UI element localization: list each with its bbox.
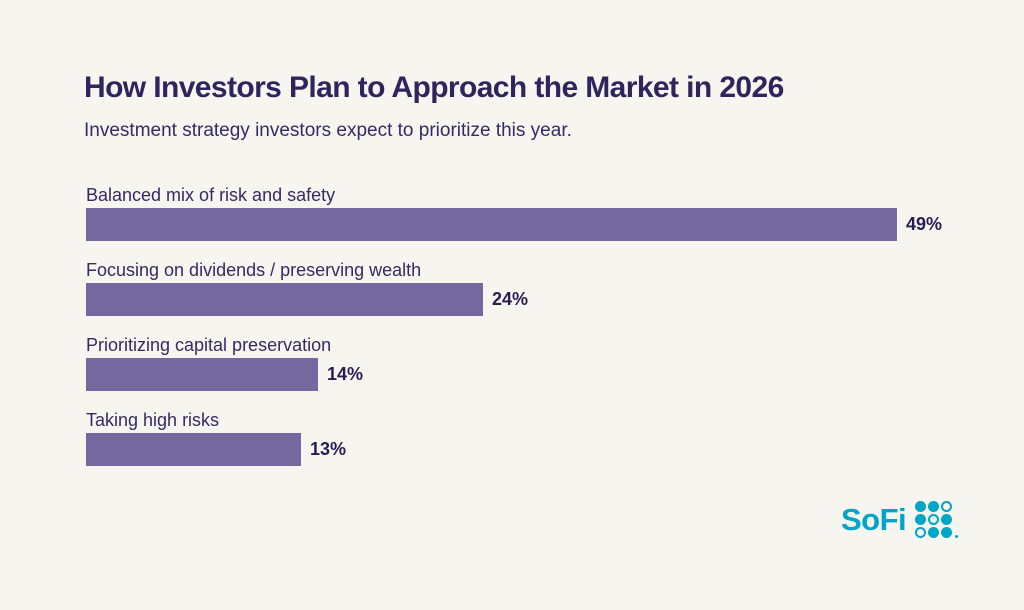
bar-line: 13%	[86, 433, 986, 466]
bar-line: 49%	[86, 208, 986, 241]
bar-row: Balanced mix of risk and safety 49%	[86, 184, 986, 259]
bar-row: Prioritizing capital preservation 14%	[86, 334, 986, 409]
bar	[86, 433, 301, 466]
filled-dot-icon	[928, 527, 940, 538]
bar-category-label: Taking high risks	[86, 410, 220, 430]
filled-dot-icon	[915, 501, 927, 512]
filled-dot-icon	[941, 514, 953, 525]
bar-line: 14%	[86, 358, 986, 391]
filled-dot-icon	[941, 527, 953, 538]
bar	[86, 283, 483, 316]
open-dot-icon	[941, 501, 953, 512]
trademark-dot-icon	[955, 535, 959, 538]
open-dot-icon	[928, 514, 940, 525]
filled-dot-icon	[928, 501, 940, 512]
bar-category-label: Prioritizing capital preservation	[86, 335, 332, 355]
bar-row: Focusing on dividends / preserving wealt…	[86, 259, 986, 334]
open-dot-icon	[915, 527, 927, 538]
bar-value-label: 24%	[492, 289, 529, 309]
bar	[86, 208, 897, 241]
sofi-logo: SoFi	[841, 501, 959, 538]
bar-category-label: Focusing on dividends / preserving wealt…	[86, 260, 422, 280]
sofi-wordmark: SoFi	[841, 502, 907, 537]
bar-value-label: 14%	[327, 364, 364, 384]
page-title: How Investors Plan to Approach the Marke…	[84, 71, 784, 104]
bar-category-label: Balanced mix of risk and safety	[86, 185, 336, 205]
bar-value-label: 13%	[310, 439, 347, 459]
sofi-dot-grid-icon	[915, 501, 959, 538]
bar-chart: Balanced mix of risk and safety 49% Focu…	[86, 184, 986, 484]
bar-value-label: 49%	[906, 214, 943, 234]
page-subtitle: Investment strategy investors expect to …	[84, 120, 572, 141]
filled-dot-icon	[915, 514, 927, 525]
bar-row: Taking high risks 13%	[86, 409, 986, 484]
bar-line: 24%	[86, 283, 986, 316]
bar	[86, 358, 318, 391]
